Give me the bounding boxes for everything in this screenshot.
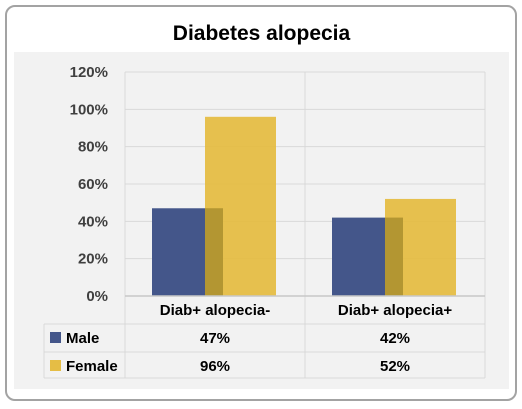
category-label: Diab+ alopecia+	[338, 302, 452, 319]
data-table: Diab+ alopecia- Diab+ alopecia+ Male 47% 42%…	[43, 295, 485, 379]
y-tick-label: 0%	[86, 288, 108, 305]
y-tick-label: 20%	[78, 251, 108, 268]
category-label: Diab+ alopecia-	[160, 302, 270, 319]
series-name: Female	[66, 358, 118, 375]
y-tick-label: 100%	[70, 101, 108, 118]
bar-overlap	[205, 208, 223, 296]
bars	[152, 116, 456, 296]
legend-key-male	[50, 332, 61, 343]
axes: 0% 20% 40% 60% 80% 100% 120%	[70, 64, 485, 305]
series-name: Male	[66, 330, 99, 347]
y-tick-label: 60%	[78, 176, 108, 193]
data-value-label: 96%	[200, 358, 230, 375]
y-tick-label: 120%	[70, 64, 108, 81]
legend-key-female	[50, 360, 61, 371]
chart-title: Diabetes alopecia	[172, 22, 351, 45]
data-value-label: 52%	[380, 358, 410, 375]
data-value-label: 47%	[200, 330, 230, 347]
y-tick-label: 80%	[78, 139, 108, 156]
data-value-label: 42%	[380, 330, 410, 347]
y-tick-label: 40%	[78, 213, 108, 230]
bar-overlap	[385, 217, 403, 296]
